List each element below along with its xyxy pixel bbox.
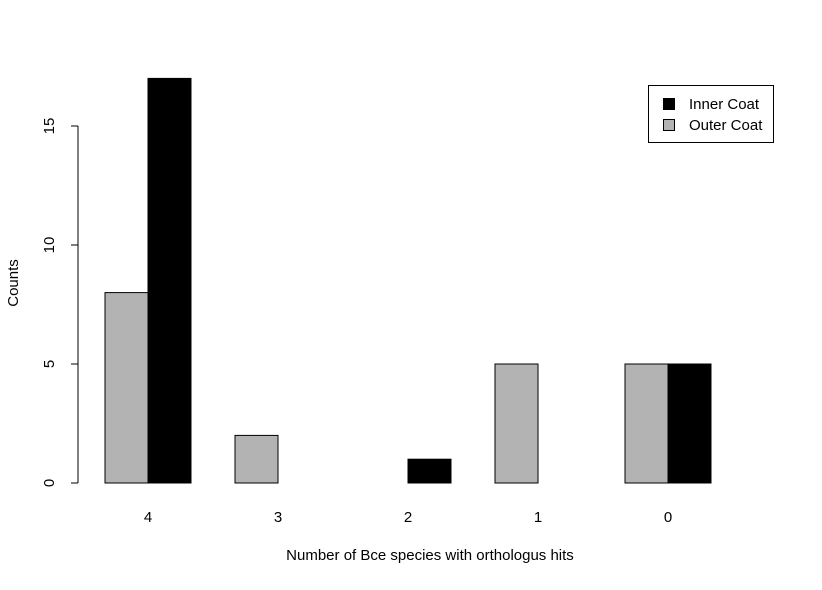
y-axis-label: Counts xyxy=(5,259,22,307)
x-tick-label: 1 xyxy=(534,509,542,526)
legend-swatch-inner-coat xyxy=(663,98,675,110)
y-tick-label: 0 xyxy=(41,479,58,487)
y-tick-label: 5 xyxy=(41,360,58,368)
legend-label: Inner Coat xyxy=(689,96,760,113)
bar-outer-coat-1 xyxy=(494,363,539,484)
legend: Inner Coat Outer Coat xyxy=(648,85,774,143)
bar-outer-coat-3 xyxy=(234,434,279,484)
bar-inner-coat-2 xyxy=(407,458,452,484)
bars-group xyxy=(104,77,712,484)
legend-swatch-outer-coat xyxy=(663,119,675,131)
x-tick-label: 4 xyxy=(144,509,152,526)
x-tick-labels: 4 3 2 1 0 xyxy=(144,509,672,526)
y-tick-label: 15 xyxy=(41,118,58,135)
bar-inner-coat-0 xyxy=(667,363,712,484)
legend-label: Outer Coat xyxy=(689,117,763,134)
x-tick-label: 0 xyxy=(664,509,672,526)
x-axis-label: Number of Bce species with orthologus hi… xyxy=(286,547,574,564)
legend-box xyxy=(648,85,774,143)
y-tick-label: 10 xyxy=(41,237,58,254)
bar-outer-coat-0 xyxy=(624,363,669,484)
bar-outer-coat-4 xyxy=(104,292,149,484)
x-tick-label: 3 xyxy=(274,509,282,526)
bar-inner-coat-4 xyxy=(147,77,192,484)
x-tick-label: 2 xyxy=(404,509,412,526)
y-axis: 0 5 10 15 xyxy=(41,118,79,487)
